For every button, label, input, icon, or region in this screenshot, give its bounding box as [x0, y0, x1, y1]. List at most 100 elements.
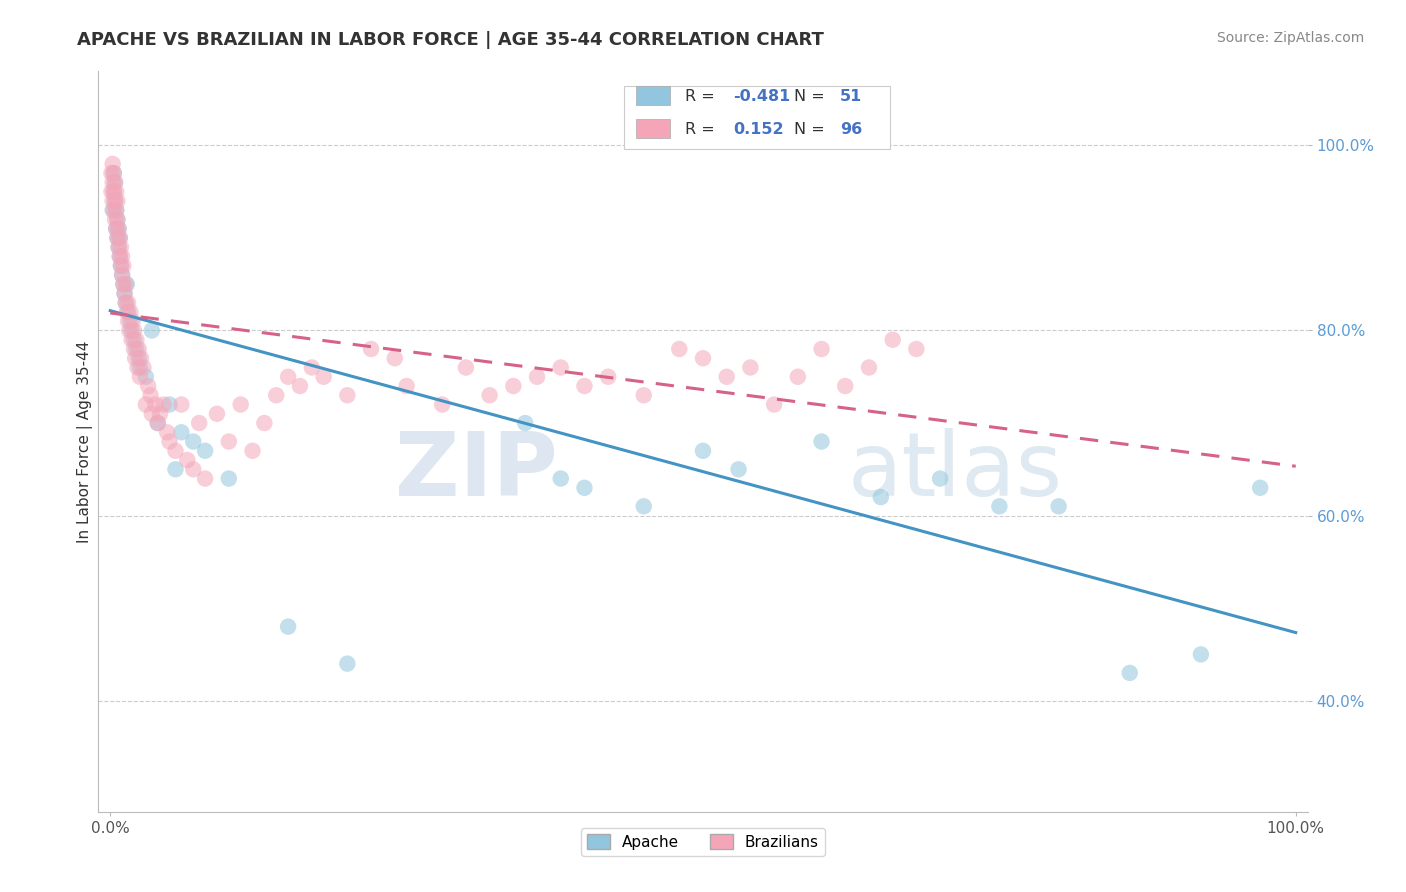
Apache: [336, 657, 359, 671]
Brazilians: [118, 323, 141, 337]
Brazilians: [105, 185, 128, 199]
Brazilians: [103, 166, 125, 180]
Brazilians: [786, 369, 808, 384]
Apache: [121, 323, 143, 337]
Brazilians: [114, 277, 136, 292]
Apache: [1119, 665, 1142, 680]
Brazilians: [312, 369, 335, 384]
FancyBboxPatch shape: [624, 87, 890, 149]
Apache: [159, 398, 181, 412]
Apache: [141, 323, 163, 337]
Apache: [107, 221, 129, 235]
Brazilians: [159, 434, 181, 449]
Brazilians: [127, 360, 149, 375]
Apache: [1249, 481, 1271, 495]
Apache: [114, 295, 136, 310]
Brazilians: [105, 231, 128, 245]
Brazilians: [104, 212, 127, 227]
Apache: [929, 472, 952, 486]
Apache: [115, 277, 138, 292]
Brazilians: [136, 379, 159, 393]
Brazilians: [633, 388, 655, 402]
Brazilians: [763, 398, 786, 412]
Brazilians: [121, 333, 143, 347]
Brazilians: [105, 212, 128, 227]
Apache: [1047, 500, 1070, 514]
Apache: [277, 620, 299, 634]
Brazilians: [105, 221, 128, 235]
Brazilians: [122, 342, 145, 356]
Brazilians: [395, 379, 418, 393]
Brazilians: [550, 360, 572, 375]
Brazilians: [132, 360, 155, 375]
Text: 0.152: 0.152: [734, 122, 785, 137]
Brazilians: [205, 407, 228, 421]
Brazilians: [103, 203, 125, 218]
Brazilians: [143, 398, 166, 412]
Apache: [129, 360, 152, 375]
Brazilians: [115, 305, 138, 319]
FancyBboxPatch shape: [637, 87, 671, 104]
Brazilians: [101, 194, 124, 208]
Y-axis label: In Labor Force | Age 35-44: In Labor Force | Age 35-44: [76, 341, 93, 542]
Apache: [111, 268, 134, 282]
Apache: [218, 472, 240, 486]
Brazilians: [834, 379, 856, 393]
Apache: [550, 472, 572, 486]
Brazilians: [194, 472, 217, 486]
Apache: [105, 203, 128, 218]
Apache: [1189, 648, 1212, 662]
Brazilians: [188, 416, 211, 430]
Brazilians: [478, 388, 501, 402]
Apache: [170, 425, 193, 440]
Brazilians: [101, 175, 124, 190]
Brazilians: [181, 462, 204, 476]
Brazilians: [598, 369, 620, 384]
Text: APACHE VS BRAZILIAN IN LABOR FORCE | AGE 35-44 CORRELATION CHART: APACHE VS BRAZILIAN IN LABOR FORCE | AGE…: [77, 31, 824, 49]
Brazilians: [122, 323, 145, 337]
Apache: [988, 500, 1011, 514]
Apache: [869, 490, 891, 504]
Brazilians: [218, 434, 240, 449]
Brazilians: [101, 157, 124, 171]
Brazilians: [526, 369, 548, 384]
Brazilians: [110, 240, 132, 254]
Brazilians: [176, 453, 198, 467]
Brazilians: [810, 342, 832, 356]
Brazilians: [502, 379, 524, 393]
Brazilians: [125, 333, 148, 347]
Brazilians: [105, 194, 128, 208]
Brazilians: [121, 314, 143, 328]
Apache: [194, 443, 217, 458]
Apache: [165, 462, 187, 476]
Brazilians: [288, 379, 311, 393]
Brazilians: [229, 398, 252, 412]
Apache: [101, 203, 124, 218]
Text: N =: N =: [793, 88, 830, 103]
Brazilians: [149, 407, 172, 421]
Brazilians: [277, 369, 299, 384]
Brazilians: [336, 388, 359, 402]
Brazilians: [108, 231, 131, 245]
Apache: [633, 500, 655, 514]
Brazilians: [146, 416, 169, 430]
Apache: [574, 481, 596, 495]
Apache: [104, 194, 127, 208]
Brazilians: [100, 185, 122, 199]
Brazilians: [103, 185, 125, 199]
Brazilians: [432, 398, 454, 412]
Brazilians: [112, 259, 135, 273]
Brazilians: [112, 277, 135, 292]
Brazilians: [111, 268, 134, 282]
Text: R =: R =: [685, 88, 720, 103]
Brazilians: [105, 203, 128, 218]
Brazilians: [117, 314, 139, 328]
Brazilians: [170, 398, 193, 412]
Brazilians: [107, 221, 129, 235]
Brazilians: [129, 351, 152, 366]
Brazilians: [858, 360, 880, 375]
Brazilians: [882, 333, 904, 347]
Brazilians: [117, 295, 139, 310]
Legend: Apache, Brazilians: Apache, Brazilians: [581, 828, 825, 856]
Apache: [104, 175, 127, 190]
